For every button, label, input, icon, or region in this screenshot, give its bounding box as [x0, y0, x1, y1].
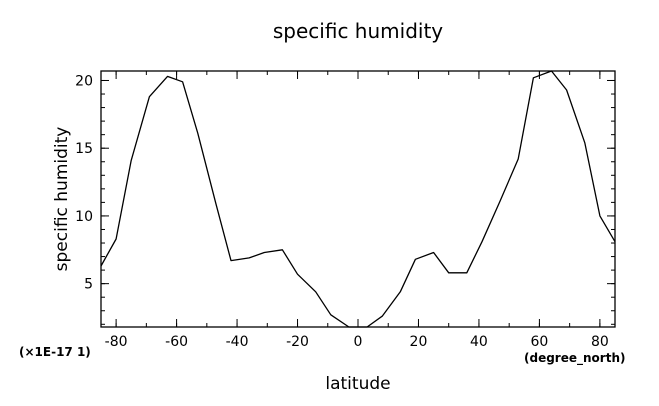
x-tick-label: -20: [286, 334, 309, 350]
y-unit-label: (×1E-17 1): [19, 345, 91, 359]
x-tick-label: 0: [354, 334, 363, 350]
y-tick-label: 20: [75, 73, 93, 89]
plot-frame: [100, 70, 616, 328]
x-tick-label: 80: [591, 334, 609, 350]
y-tick-label: 15: [75, 141, 93, 157]
data-line: [100, 70, 616, 328]
x-axis-label: latitude: [325, 374, 390, 394]
y-axis-label: specific humidity: [52, 127, 72, 272]
y-tick-label: 5: [84, 277, 93, 293]
x-tick-label: 60: [530, 334, 548, 350]
x-unit-label: (degree_north): [524, 351, 625, 366]
x-tick-label: 20: [410, 334, 428, 350]
x-tick-label: -40: [226, 334, 249, 350]
x-tick-label: -80: [105, 334, 128, 350]
y-tick-label: 10: [75, 209, 93, 225]
plot-area: -80 -60 -40 -20 0 20 40 60 80 5 10 15 20: [75, 70, 616, 350]
x-tick-label: 40: [470, 334, 488, 350]
chart-title: specific humidity: [273, 19, 443, 43]
x-tick-label: -60: [165, 334, 188, 350]
